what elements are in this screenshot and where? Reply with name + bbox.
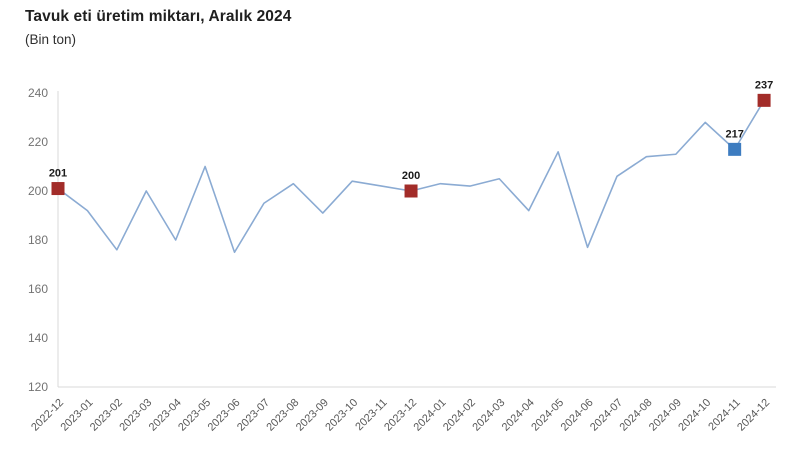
y-tick-label: 140 — [28, 331, 48, 345]
chart-subtitle: (Bin ton) — [25, 32, 77, 47]
chart-header: Tavuk eti üretim miktarı, Aralık 2024 (B… — [25, 8, 291, 47]
marker-2024-11 — [728, 142, 742, 156]
y-tick-label: 180 — [28, 233, 48, 247]
marker-2022-12 — [51, 182, 65, 196]
marker-value-label: 200 — [402, 170, 420, 182]
marker-value-label: 237 — [755, 79, 773, 91]
y-tick-label: 160 — [28, 282, 48, 296]
marker-2024-12 — [757, 93, 771, 107]
chart-title: Tavuk eti üretim miktarı, Aralık 2024 — [25, 8, 292, 25]
y-tick-label: 120 — [28, 380, 48, 394]
marker-2023-12 — [404, 184, 418, 198]
marker-value-label: 201 — [49, 168, 67, 180]
x-tick-label: 2024-10 — [676, 397, 713, 434]
marker-value-label: 217 — [725, 128, 743, 140]
x-tick-label: 2024-12 — [735, 397, 772, 434]
y-tick-label: 240 — [28, 86, 48, 100]
x-tick-label: 2023-10 — [323, 397, 360, 434]
y-tick-label: 220 — [28, 135, 48, 149]
y-tick-label: 200 — [28, 184, 48, 198]
